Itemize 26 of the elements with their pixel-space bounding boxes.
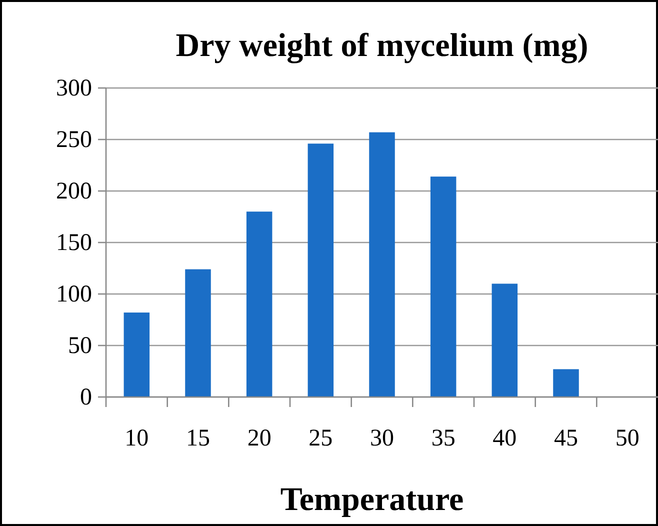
bar — [185, 269, 211, 397]
x-tick-label: 15 — [186, 426, 210, 452]
x-tick-label: 30 — [370, 426, 394, 452]
bar — [369, 132, 395, 397]
y-tick-label: 50 — [68, 333, 92, 360]
bar — [553, 369, 579, 397]
bar — [308, 144, 334, 397]
y-tick-label: 150 — [56, 230, 92, 256]
chart-title: Dry weight of mycelium (mg) — [176, 28, 588, 64]
y-tick-label: 100 — [56, 282, 92, 308]
y-tick-label: 0 — [80, 384, 92, 411]
bar — [124, 312, 150, 397]
bar — [246, 212, 272, 397]
y-tick-label: 200 — [56, 178, 92, 205]
bar — [430, 176, 456, 397]
x-tick-label: 10 — [124, 426, 149, 452]
x-tick-label: 25 — [308, 426, 333, 452]
y-tick-label: 250 — [56, 127, 92, 154]
x-tick-label: 35 — [431, 426, 456, 452]
x-tick-label: 45 — [554, 426, 578, 452]
x-tick-label: 50 — [615, 426, 640, 452]
x-axis-title: Temperature — [280, 482, 464, 518]
x-tick-label: 40 — [492, 426, 517, 452]
y-tick-label: 300 — [56, 76, 92, 102]
x-tick-label: 20 — [247, 426, 272, 452]
bar — [492, 284, 518, 397]
